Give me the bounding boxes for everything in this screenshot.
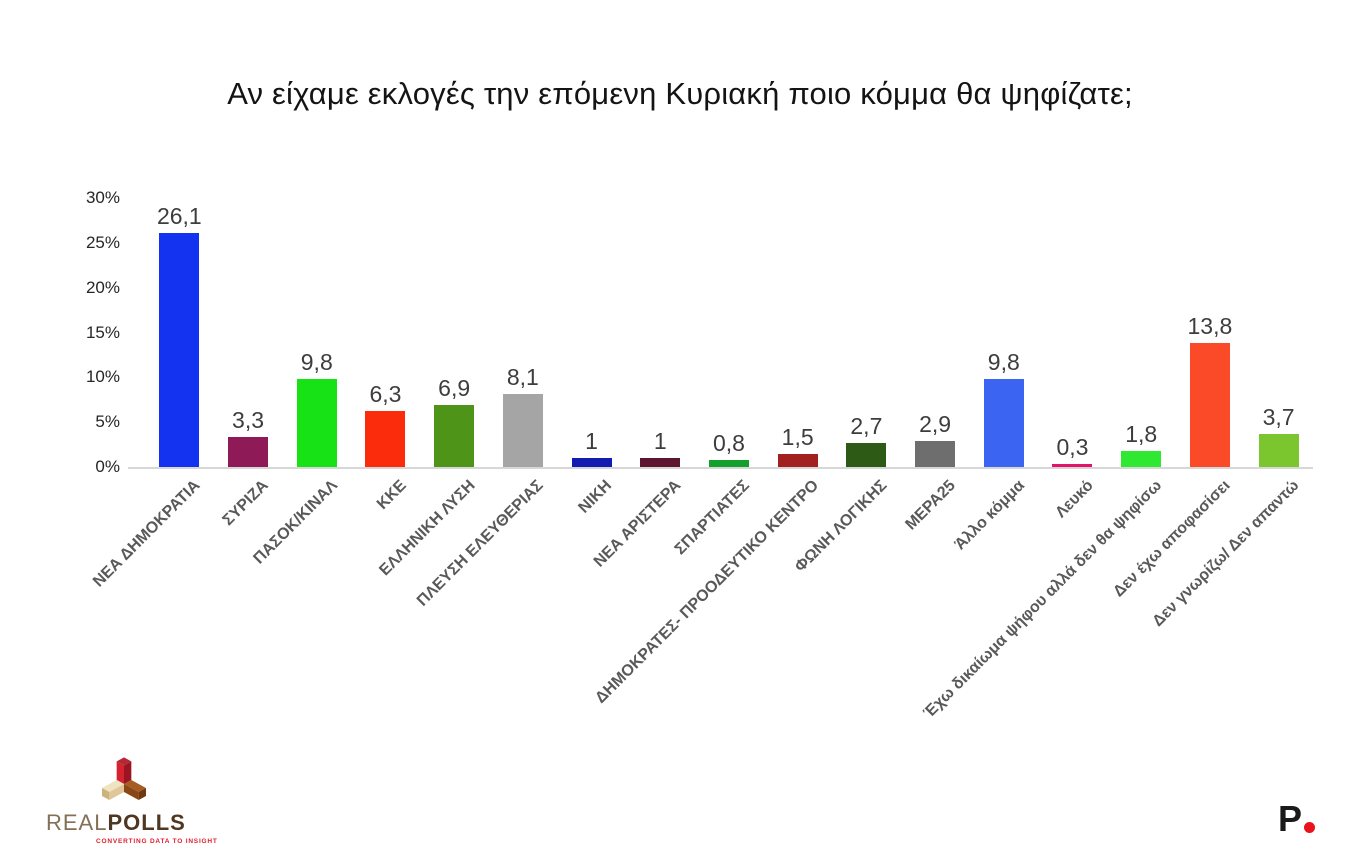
y-axis-tick: 25% — [85, 232, 120, 252]
bar — [434, 405, 475, 467]
bar-category-label: ΝΙΚΗ — [575, 477, 616, 517]
bar-value-label: 0,8 — [712, 429, 745, 456]
bar — [1121, 450, 1162, 467]
bar-category-label: ΜΕΡΑ25 — [902, 477, 960, 534]
bar-value-label: 6,9 — [438, 375, 471, 402]
realpolls-wordmark: REALPOLLS — [46, 810, 242, 836]
bar-category-label: ΣΥΡΙΖΑ — [219, 477, 273, 530]
bar-value-label: 3,7 — [1262, 403, 1295, 430]
bar-column: 26,1 ΝΕΑ ΔΗΜΟΚΡΑΤΙΑ — [90, 198, 214, 591]
bar-column: 13,8 Δεν έχω αποφασίσει — [1110, 198, 1245, 600]
bar-category-label: Άλλο κόμμα — [951, 477, 1028, 554]
bar — [708, 459, 749, 467]
bar-value-label: 9,8 — [987, 349, 1020, 376]
bar-value-label: 3,3 — [232, 407, 265, 434]
y-axis-tick: 5% — [95, 412, 120, 432]
bar-value-label: 8,1 — [506, 364, 539, 391]
bar — [846, 442, 887, 467]
y-axis-tick: 10% — [85, 367, 120, 387]
bar-column: 9,8 Άλλο κόμμα — [951, 198, 1038, 553]
bar-column: 1 ΝΙΚΗ — [557, 198, 626, 517]
bar-category-label: ΚΚΕ — [373, 477, 410, 513]
bar-category-label: Δεν γνωρίζω/ Δεν απαντώ — [1149, 477, 1303, 631]
bar-column: 3,7 Δεν γνωρίζω/ Δεν απαντώ — [1150, 198, 1313, 630]
bar-column: 6,9 ΕΛΛΗΝΙΚΗ ΛΥΣΗ — [376, 198, 489, 579]
bar-value-label: 2,9 — [919, 411, 952, 437]
bar — [983, 379, 1024, 467]
bar-value-label: 1 — [653, 428, 667, 455]
bar-category-label: Δεν έχω αποφασίσει — [1110, 477, 1234, 601]
realpolls-word-real: REAL — [46, 810, 108, 835]
bar-category-label: ΠΛΕΥΣΗ ΕΛΕΥΘΕΡΙΑΣ — [414, 477, 547, 610]
bar-column: 1,5 ΔΗΜΟΚΡΑΤΕΣ- ΠΡΟΟΔΕΥΤΙΚΟ ΚΕΝΤΡΟ — [592, 198, 832, 707]
x-axis-line — [128, 467, 1313, 469]
bar-value-label: 1,5 — [781, 423, 814, 450]
bar — [1189, 343, 1230, 467]
bar-value-label: 6,3 — [369, 380, 402, 407]
chart-title: Αν είχαμε εκλογές την επόμενη Κυριακή πο… — [227, 76, 1133, 111]
y-axis-tick: 30% — [85, 188, 120, 207]
y-axis-tick: 0% — [95, 457, 120, 476]
realpolls-word-polls: POLLS — [107, 810, 186, 835]
bar — [1258, 433, 1299, 467]
bar — [228, 437, 269, 467]
bar-value-label: 9,8 — [300, 349, 333, 376]
bar-column: 1 ΝΕΑ ΑΡΙΣΤΕΡΑ — [591, 198, 695, 571]
bar-category-label: Έχω δικαίωμα ψήφου αλλά δεν θα ψηφίσω — [920, 477, 1166, 722]
bar-value-label: 1 — [585, 428, 598, 455]
bar-value-label: 0,3 — [1056, 434, 1089, 461]
bar-value-label: 1,8 — [1125, 420, 1158, 447]
bar-column: 0,8 ΣΠΑΡΤΙΑΤΕΣ — [672, 198, 764, 558]
bar-value-label: 13,8 — [1187, 313, 1233, 340]
bar-column: 2,7 ΦΩΝΗ ΛΟΓΙΚΗΣ — [792, 198, 901, 576]
bar-column: 2,9 ΜΕΡΑ25 — [901, 198, 970, 533]
bar — [365, 410, 406, 467]
realpolls-cubes-icon — [102, 757, 146, 800]
bar — [571, 458, 612, 467]
bar — [1052, 464, 1093, 467]
bar-value-label: 2,7 — [850, 412, 883, 439]
bar-column: 9,8 ΠΑΣΟΚ/ΚΙΝΑΛ — [250, 198, 351, 567]
bar — [640, 458, 681, 467]
bar-value-label: 26,1 — [156, 202, 202, 229]
y-axis: 30% 25% 20% 15% 10% 5% 0% — [30, 0, 120, 500]
y-axis-tick: 15% — [85, 322, 120, 342]
bar — [159, 232, 200, 467]
bars-area: 26,1 ΝΕΑ ΔΗΜΟΚΡΑΤΙΑ 3,3 ΣΥΡΙΖΑ 9,8 ΠΑΣΟΚ/ΚΙΝΑ… — [90, 198, 1313, 722]
publisher-dot-icon — [1304, 822, 1316, 833]
bar — [915, 441, 956, 467]
bar — [502, 394, 543, 467]
publisher-logo: P — [1278, 798, 1316, 839]
bar-column: 6,3 ΚΚΕ — [351, 198, 420, 513]
bar-column: 0,3 Λευκό — [1038, 198, 1107, 521]
bar-column: 1,8 Έχω δικαίωμα ψήφου αλλά δεν θα ψηφίσω — [920, 198, 1176, 722]
bar — [777, 453, 818, 467]
bar — [296, 379, 337, 467]
realpolls-tagline: CONVERTING DATA TO INSIGHT — [96, 838, 218, 845]
bar-column: 8,1 ΠΛΕΥΣΗ ΕΛΕΥΘΕΡΙΑΣ — [414, 198, 558, 609]
y-axis-tick: 20% — [85, 277, 120, 297]
bar-category-label: Λευκό — [1052, 477, 1097, 522]
publisher-letter: P — [1278, 798, 1303, 839]
bar-column: 3,3 ΣΥΡΙΖΑ — [214, 198, 283, 529]
